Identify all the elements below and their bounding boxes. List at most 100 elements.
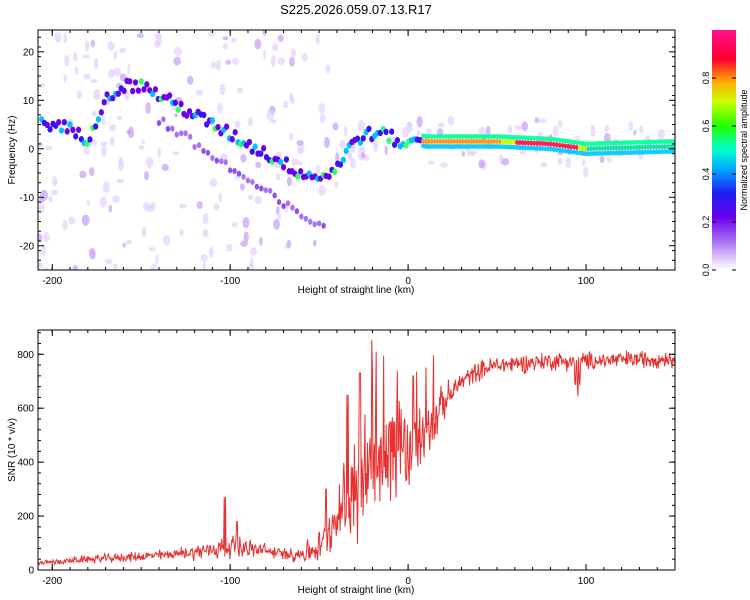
spectrogram-cell <box>472 139 477 145</box>
spectrogram-cell <box>406 121 412 128</box>
spectrogram-cell <box>179 229 184 237</box>
spectrogram-cell <box>480 144 485 150</box>
spectrogram-cell <box>645 149 650 155</box>
spectrogram-cell <box>281 203 286 210</box>
spectrogram-cell <box>520 140 525 146</box>
spectrogram-cell <box>135 87 141 94</box>
spectrogram-cell <box>231 57 239 65</box>
spectrogram-cell <box>552 125 559 138</box>
spectrogram-cell <box>62 219 68 231</box>
spectrogram-cell <box>79 170 87 179</box>
spectrogram-cell <box>258 150 264 157</box>
spectrogram-cell <box>86 200 91 206</box>
spectrogram-cell <box>606 157 612 163</box>
y-tick-label: -20 <box>20 241 35 252</box>
spectrogram-cell <box>506 144 511 150</box>
spectrogram-cell <box>109 123 117 132</box>
spectrogram-cell <box>141 86 147 93</box>
spectrogram-cell <box>671 143 675 149</box>
spectrogram-cell <box>318 103 326 114</box>
spectrogram-cell <box>249 257 254 269</box>
spectrogram-cell <box>600 150 605 156</box>
spectrogram-cell <box>301 53 308 62</box>
spectrogram-cell <box>272 192 277 199</box>
x-tick-label: 100 <box>578 576 595 587</box>
spectrogram-cell <box>107 41 115 52</box>
spectrogram-cell <box>76 90 82 99</box>
spectrogram-cell <box>421 138 425 144</box>
spectrogram-cell <box>130 87 136 95</box>
spectrogram-cell <box>102 181 110 194</box>
spectrogram-cell <box>58 127 65 134</box>
spectrogram-cell <box>335 152 340 164</box>
spectrogram-cell <box>668 143 673 149</box>
spectrogram-cell <box>61 118 67 126</box>
y-tick-label: 10 <box>23 96 35 107</box>
spectrogram-cell <box>208 30 216 36</box>
spectrogram-cell <box>460 144 465 150</box>
spectrogram-cell <box>577 145 582 151</box>
spectrogram-cell <box>643 144 647 150</box>
spectrogram-cell <box>89 166 95 177</box>
spectrogram-cell <box>591 151 596 157</box>
spectrogram-cell <box>321 222 326 229</box>
spectrogram-cell <box>455 139 460 145</box>
spectrogram-cell <box>469 134 474 140</box>
spectrogram-cell <box>594 150 599 156</box>
spectrogram-cell <box>343 125 348 137</box>
spectrogram-cell <box>532 135 537 141</box>
spectrogram-cell <box>154 39 160 49</box>
spectrogram-cell <box>671 148 675 154</box>
spectrogram-cell <box>606 150 611 156</box>
spectrogram-cell <box>489 139 494 145</box>
spectrogram-cell <box>186 75 194 85</box>
spectrogram-cell <box>186 108 193 115</box>
spectrogram-cell <box>99 141 108 146</box>
spectrogram-cell <box>298 168 304 175</box>
spectrogram-cell <box>112 195 120 204</box>
spectrogram-cell <box>489 134 494 140</box>
spectrogram-cell <box>543 136 548 142</box>
spectrogram-cell <box>604 125 610 133</box>
spectrogram-cell <box>485 125 491 136</box>
spectrogram-cell <box>437 122 445 128</box>
spectrogram-cell <box>452 134 457 140</box>
spectrogram-cell <box>634 144 639 150</box>
spectrogram-cell <box>215 123 221 131</box>
spectrogram-cell <box>183 130 188 137</box>
spectrogram-cell <box>289 56 295 67</box>
spectrogram-cell <box>651 149 656 155</box>
spectrogram-cell <box>461 150 466 157</box>
spectrogram-cell <box>312 221 317 228</box>
spectrogram-cell <box>88 248 96 260</box>
spectrogram-cell <box>325 64 331 74</box>
spectrogram-cell <box>231 221 238 228</box>
spectrogram-cell <box>614 150 619 156</box>
spectrogram-cell <box>503 134 508 140</box>
spectrogram-cell <box>606 140 611 146</box>
spectrogram-cell <box>127 63 131 74</box>
spectrogram-cell <box>231 37 237 43</box>
spectrogram-cell <box>56 119 62 126</box>
spectrogram-cell <box>486 139 491 145</box>
colorbar-ticks: 0.0 0.2 0.4 0.6 0.8 <box>701 72 736 276</box>
spectrogram-cell <box>141 139 145 145</box>
spectrogram-cell <box>202 228 209 238</box>
spectrogram-cell <box>532 140 536 146</box>
spectrogram-cell <box>174 47 183 56</box>
spectrogram-cell <box>452 144 457 150</box>
x-tick-label: 100 <box>578 276 595 287</box>
spectrogram-cell <box>452 139 457 145</box>
spectrogram-cell <box>657 144 662 150</box>
spectrogram-cell <box>483 134 488 140</box>
snr-axes: -200 -100 0 100 0 200 400 600 800 <box>17 330 676 587</box>
spectrogram-cell <box>175 106 181 113</box>
spectrogram-cell <box>503 144 508 150</box>
spectrogram-cell <box>290 48 297 58</box>
spectrogram-cell <box>566 143 571 149</box>
spectrogram-cell <box>38 262 44 269</box>
spectrogram-cell <box>463 144 468 150</box>
spectrogram-cell <box>229 136 235 143</box>
spectrogram-cell <box>81 214 90 226</box>
